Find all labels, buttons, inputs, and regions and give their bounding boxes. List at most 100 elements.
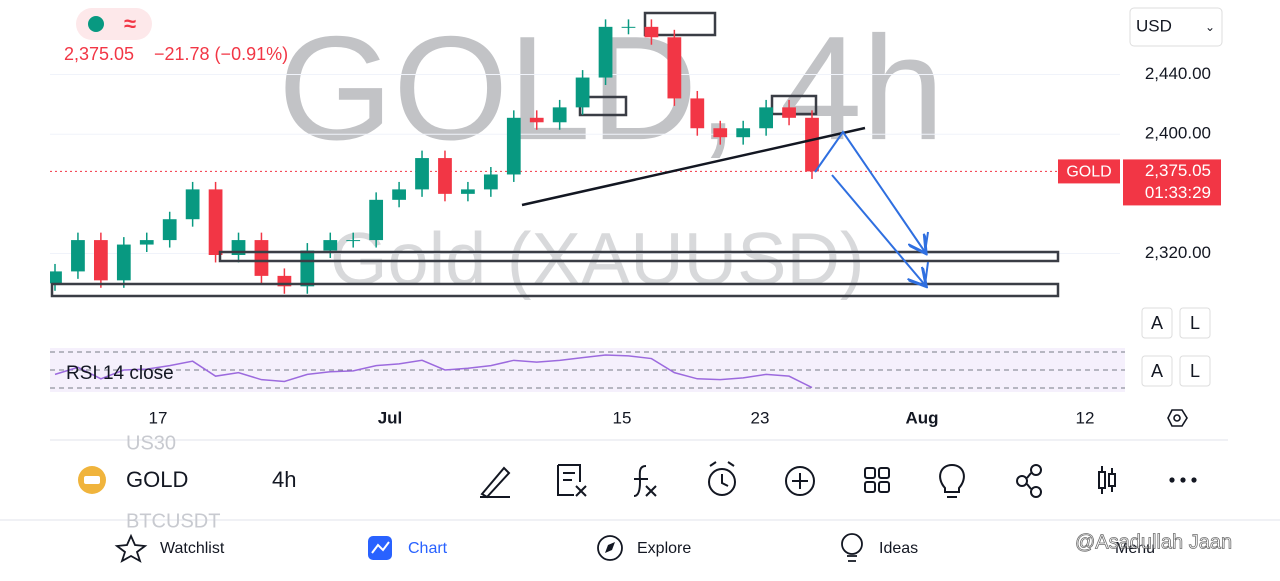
annotation-box — [218, 250, 1060, 263]
currency-select[interactable] — [1129, 7, 1223, 47]
candle-body — [254, 240, 269, 276]
x-tick-label: Jul — [378, 408, 403, 427]
toolbar-symbol[interactable]: GOLD — [126, 467, 188, 492]
explore-icon-needle — [605, 542, 615, 553]
add-icon[interactable] — [785, 466, 815, 496]
draw-icon[interactable] — [480, 466, 511, 499]
watchlist-icon[interactable] — [114, 533, 148, 563]
candle-body — [415, 158, 429, 190]
scale-button[interactable] — [1141, 307, 1173, 339]
layout-icon — [864, 481, 876, 493]
candle-body — [506, 117, 521, 175]
candle-icon-wicks — [1101, 466, 1113, 494]
candle-body — [71, 240, 85, 272]
scale-button[interactable] — [1179, 307, 1211, 339]
share-icon-links — [1026, 472, 1032, 490]
x-tick-label: 23 — [751, 408, 770, 427]
price-tag-value: 2,375.05 — [1145, 161, 1211, 180]
projection-arrow — [924, 261, 929, 286]
trendline — [521, 126, 866, 207]
candle-body — [369, 199, 384, 241]
y-tick-label: 2,320.00 — [1145, 243, 1211, 262]
x-tick-label: 15 — [613, 408, 632, 427]
scale-button-label: L — [1190, 313, 1200, 333]
settings-icon-dot — [1173, 414, 1181, 422]
overlay: 2,440.00 2,400.00 2,320.00 GOLD 2,375.05 01:3… — [66, 64, 1221, 427]
candle-body — [644, 26, 659, 38]
candle-body — [690, 98, 705, 129]
candle-body — [185, 189, 200, 220]
toolbar-interval[interactable]: 4h — [272, 467, 296, 492]
more-icon[interactable] — [1169, 477, 1197, 483]
candle-body — [93, 240, 108, 281]
projection-arrow — [924, 231, 929, 253]
candle-body — [346, 240, 361, 242]
candle-body — [805, 117, 819, 172]
candle-body — [667, 37, 682, 99]
annotation-box — [50, 282, 1060, 298]
rsi-label: RSI 14 close — [66, 363, 174, 384]
nav-item[interactable]: Menu — [1115, 540, 1155, 557]
symbol-tag — [1058, 159, 1120, 184]
nav-item[interactable]: Chart — [408, 540, 448, 557]
candle-body — [300, 250, 315, 287]
symbol-tag-label: GOLD — [1066, 164, 1111, 181]
candle-body — [552, 107, 567, 123]
candle-body — [736, 128, 751, 138]
alert-icon[interactable] — [708, 468, 736, 496]
annotation-box — [643, 11, 717, 37]
status-pill[interactable] — [76, 8, 152, 40]
candle-body — [116, 244, 131, 281]
candle-body — [575, 77, 590, 108]
candle-body — [323, 240, 338, 251]
price-tag-countdown: 01:33:29 — [1145, 183, 1211, 202]
indicator-icon[interactable] — [633, 465, 657, 497]
settings-icon[interactable] — [1167, 409, 1188, 427]
symbol-icon-bar — [84, 476, 100, 484]
add-icon-plus — [792, 473, 808, 489]
nav-item[interactable]: Explore — [637, 540, 691, 557]
candle-body — [529, 117, 544, 123]
share-icon[interactable] — [1030, 464, 1042, 476]
candle-body — [483, 174, 498, 190]
share-icon — [1016, 475, 1028, 487]
scale-button-label: L — [1190, 361, 1200, 381]
candle-body — [782, 107, 796, 118]
watermark: @Asadullah Jaan — [1075, 531, 1232, 553]
rsi-panel — [50, 348, 1125, 392]
layout-icon — [878, 481, 890, 493]
ideas-icon[interactable] — [939, 463, 965, 498]
notes-icon[interactable] — [557, 464, 587, 497]
candle-body — [621, 26, 636, 28]
candle-body — [277, 275, 292, 287]
header-price: 2,375.05 — [64, 44, 134, 64]
nav-item[interactable]: Watchlist — [160, 540, 225, 557]
chart-nav-icon-line — [371, 541, 390, 554]
status-icon: ≈ — [124, 11, 136, 36]
candle-body — [759, 107, 774, 129]
candle-body — [162, 219, 177, 241]
price-tag — [1123, 159, 1221, 206]
candle-body — [50, 271, 62, 284]
candle-body — [713, 128, 728, 138]
symbol-above: US30 — [126, 432, 176, 454]
candle-body — [139, 240, 154, 245]
candle-body — [208, 189, 223, 255]
candle-body — [392, 189, 406, 200]
candle-body — [438, 158, 452, 194]
rsi-line — [54, 354, 813, 389]
scale-button-label: A — [1151, 361, 1163, 381]
scale-button[interactable] — [1179, 355, 1211, 387]
layout-icon[interactable] — [864, 467, 876, 479]
nav-item[interactable]: Ideas — [879, 540, 918, 557]
x-tick-label: Aug — [905, 408, 938, 427]
y-tick-label: 2,440.00 — [1145, 64, 1211, 83]
explore-icon[interactable] — [597, 535, 623, 561]
toolbar-icons — [480, 461, 1116, 499]
ideas-nav-icon[interactable] — [841, 533, 863, 555]
ideas-nav-icon-base — [847, 555, 857, 562]
x-tick-label: 12 — [1076, 408, 1095, 427]
scale-button[interactable] — [1141, 355, 1173, 387]
status-dot — [88, 16, 104, 32]
